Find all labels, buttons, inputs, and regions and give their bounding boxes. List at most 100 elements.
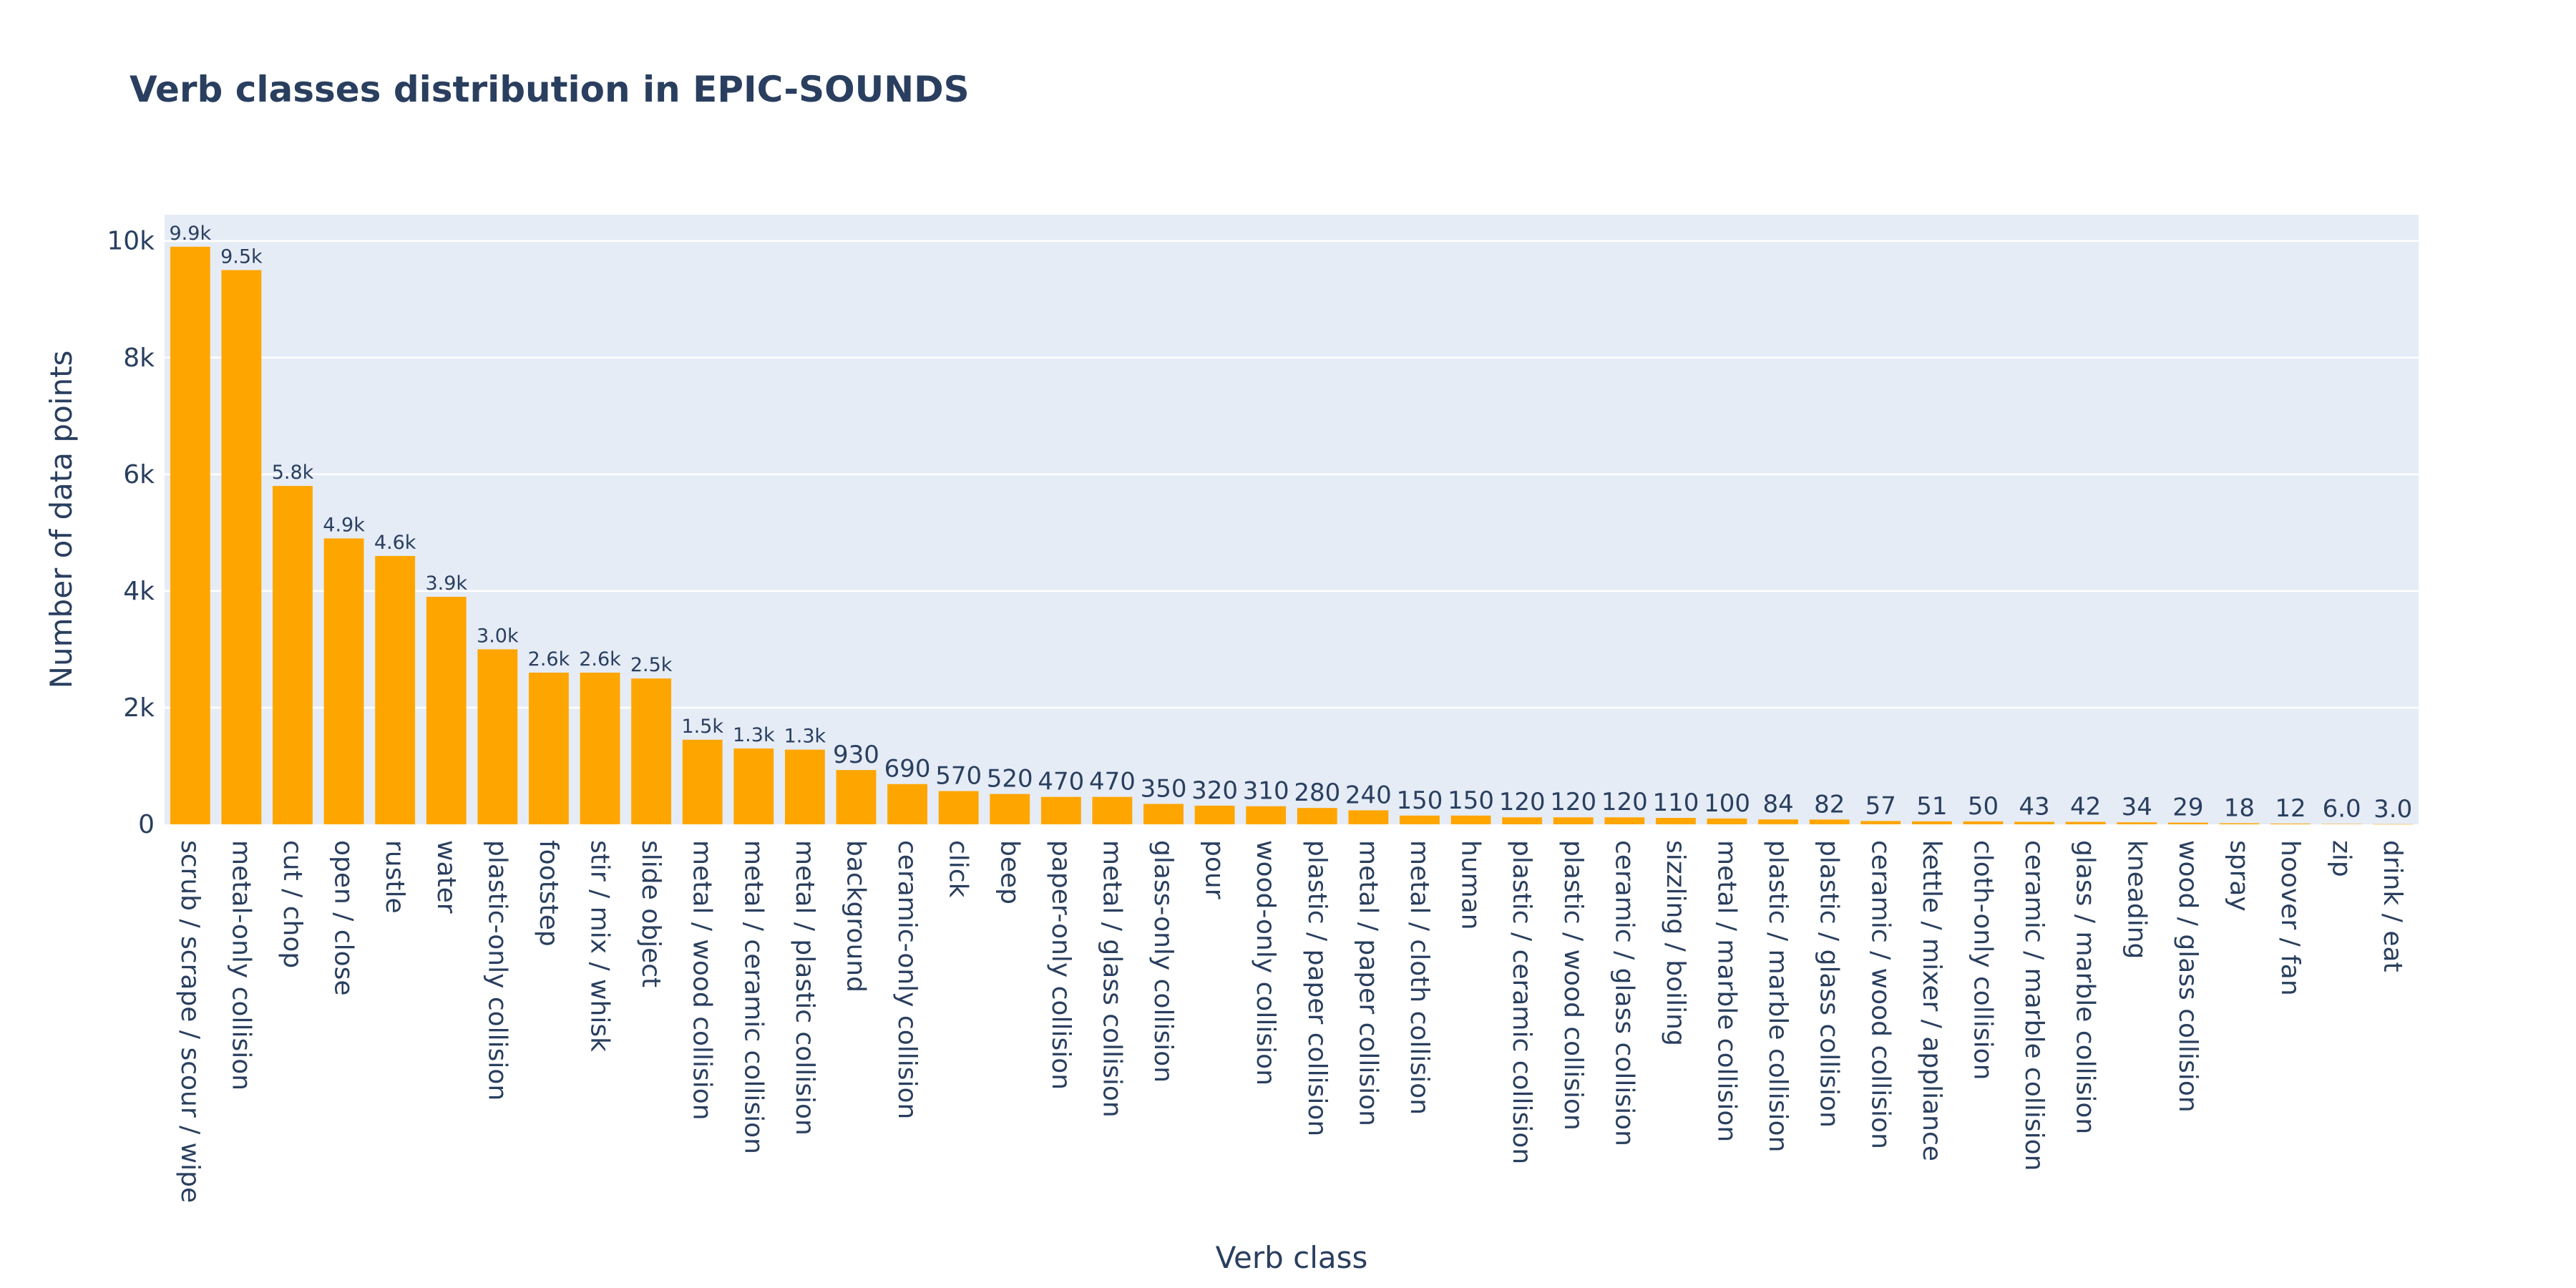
x-tick-label: plastic-only collision xyxy=(482,840,512,1101)
x-tick-label: cut / chop xyxy=(278,840,307,968)
bar-value-label: 570 xyxy=(935,762,982,791)
bar-value-label: 3.9k xyxy=(425,572,467,595)
bar-value-label: 4.6k xyxy=(374,532,416,554)
bar xyxy=(1400,815,1440,824)
bar-value-label: 470 xyxy=(1038,768,1084,796)
y-tick-label: 0 xyxy=(138,810,155,839)
bar-value-label: 82 xyxy=(1814,790,1845,819)
bar xyxy=(784,749,825,824)
bar-value-label: 320 xyxy=(1191,776,1238,805)
bar xyxy=(2373,824,2414,825)
x-tick-label: scrub / scrape / scour / wipe xyxy=(175,840,205,1203)
x-tick-label: metal-only collision xyxy=(226,840,255,1091)
bar xyxy=(1707,818,1747,824)
bar xyxy=(1040,796,1081,824)
bar-value-label: 1.3k xyxy=(784,726,826,748)
bar xyxy=(477,649,518,824)
bar-value-label: 310 xyxy=(1243,777,1289,806)
x-tick-label: stir / mix / whisk xyxy=(585,840,615,1052)
bar-value-label: 51 xyxy=(1916,792,1947,821)
x-tick-label: metal / glass collision xyxy=(1097,840,1126,1118)
bar xyxy=(1502,817,1543,824)
bar xyxy=(1963,821,2004,824)
bar-value-label: 100 xyxy=(1704,789,1750,818)
x-tick-label: sizzling / boiling xyxy=(1661,840,1690,1046)
bar-value-label: 2.6k xyxy=(579,648,621,670)
x-tick-label: plastic / paper collision xyxy=(1302,840,1332,1136)
x-tick-label: glass / marble collision xyxy=(2071,840,2100,1134)
x-tick-label: background xyxy=(841,840,870,992)
y-tick-label: 6k xyxy=(123,460,155,489)
x-tick-label: ceramic / glass collision xyxy=(1609,840,1639,1146)
bar-value-label: 110 xyxy=(1652,789,1699,817)
bar xyxy=(1656,818,1696,824)
bar-value-label: 9.5k xyxy=(220,245,263,268)
bar-value-label: 120 xyxy=(1550,788,1596,816)
bar xyxy=(1348,810,1389,824)
bar-value-label: 350 xyxy=(1141,774,1187,803)
bar xyxy=(580,673,620,824)
x-tick-label: wood-only collision xyxy=(1251,840,1280,1085)
x-tick-label: zip xyxy=(2327,840,2356,877)
bar xyxy=(1092,796,1133,824)
bar-value-label: 57 xyxy=(1865,791,1896,820)
x-tick-label: metal / plastic collision xyxy=(790,840,819,1136)
bar-value-label: 84 xyxy=(1762,790,1793,819)
bar xyxy=(1604,817,1645,824)
bar xyxy=(426,597,467,824)
bar xyxy=(836,770,877,824)
bar xyxy=(1758,819,1799,824)
bar-value-label: 930 xyxy=(833,741,879,769)
x-tick-label: beep xyxy=(995,840,1024,904)
x-tick-label: ceramic / marble collision xyxy=(2019,840,2049,1171)
x-tick-label: metal / wood collision xyxy=(688,840,717,1121)
bar-value-label: 690 xyxy=(884,755,931,784)
bar-value-label: 240 xyxy=(1345,781,1392,809)
y-tick-label: 10k xyxy=(107,227,155,256)
bar-value-label: 120 xyxy=(1499,788,1546,816)
x-tick-label: rustle xyxy=(380,840,409,914)
bar-value-label: 280 xyxy=(1294,779,1340,807)
x-tick-label: glass-only collision xyxy=(1148,840,1178,1083)
bar-value-label: 520 xyxy=(987,765,1033,794)
bar xyxy=(323,538,364,824)
x-tick-label: slide object xyxy=(636,840,665,987)
x-tick-label: human xyxy=(1456,840,1485,930)
bar-value-label: 2.6k xyxy=(528,648,570,670)
x-tick-label: water xyxy=(431,840,461,914)
x-tick-label: spray xyxy=(2224,840,2253,912)
bar-value-label: 50 xyxy=(1968,792,1999,821)
bar xyxy=(1911,821,1952,824)
bar xyxy=(2321,824,2362,825)
x-tick-label: ceramic-only collision xyxy=(892,840,922,1119)
bar xyxy=(1450,815,1491,824)
x-tick-label: metal / paper collision xyxy=(1353,840,1382,1126)
bar xyxy=(2065,821,2106,824)
bar-value-label: 12 xyxy=(2275,794,2306,823)
bar xyxy=(1246,806,1287,824)
bar xyxy=(2117,822,2157,824)
x-tick-label: open / close xyxy=(329,840,358,996)
bar-value-label: 43 xyxy=(2019,792,2049,821)
bar xyxy=(1297,808,1337,824)
x-tick-label: kettle / mixer / appliance xyxy=(1917,840,1946,1161)
bar xyxy=(221,270,262,824)
x-tick-label: plastic / ceramic collision xyxy=(1507,840,1536,1164)
bar-value-label: 150 xyxy=(1448,786,1494,815)
bar xyxy=(375,555,416,824)
bar-value-label: 42 xyxy=(2070,793,2101,821)
y-tick-label: 8k xyxy=(123,343,155,373)
bar-value-label: 1.5k xyxy=(681,716,723,738)
bar xyxy=(1143,804,1184,824)
bar-value-label: 3.0 xyxy=(2373,795,2412,824)
x-tick-label: plastic / glass collision xyxy=(1815,840,1844,1128)
x-tick-label: metal / ceramic collision xyxy=(738,840,768,1154)
x-tick-label: plastic / wood collision xyxy=(1558,840,1588,1131)
bar xyxy=(170,246,210,824)
bar xyxy=(1553,817,1594,824)
x-tick-label: drink / eat xyxy=(2378,840,2407,972)
x-tick-label: plastic / marble collision xyxy=(1763,840,1792,1152)
x-tick-label: wood / glass collision xyxy=(2173,840,2202,1113)
bar-labels: 9.9k 9.5k 5.8k 4.9k 4.6k 3.9k 3.0k 2.6k 2.6k 2.5k… xyxy=(170,223,2413,824)
